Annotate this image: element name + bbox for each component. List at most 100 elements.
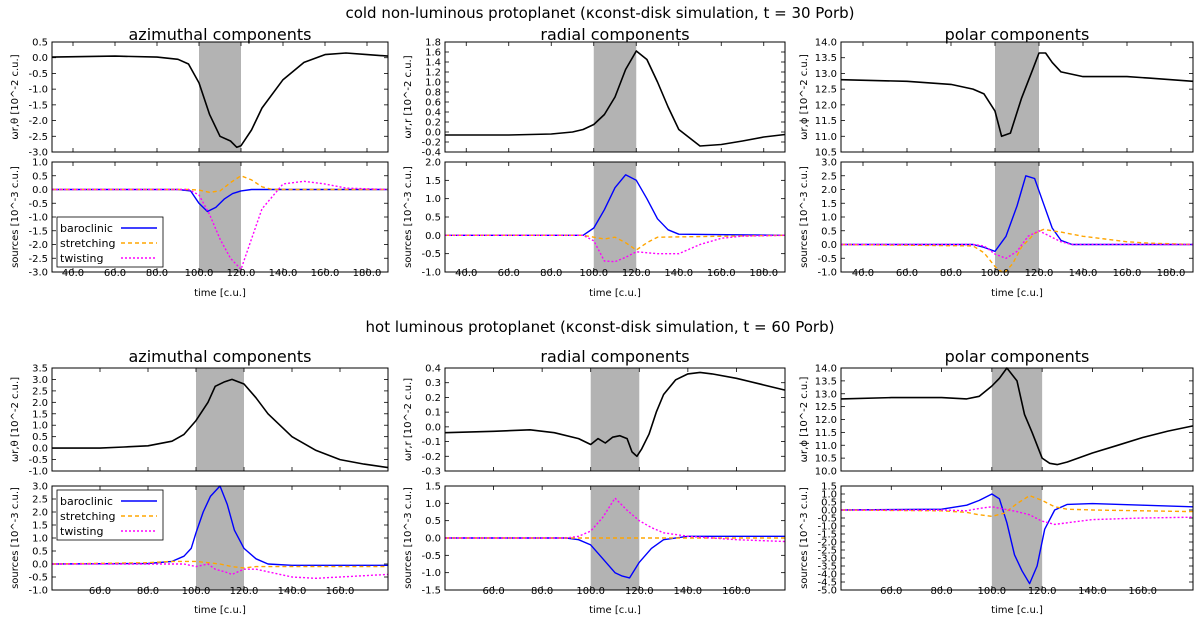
x-tick-label: 40.0 — [852, 268, 874, 279]
y-tick-label: -0.3 — [421, 467, 441, 478]
x-tick-label: 180.0 — [1157, 268, 1186, 279]
shaded-region — [995, 162, 1039, 272]
y-tick-label: -1.0 — [421, 268, 441, 279]
x-tick-label: 160.0 — [1113, 268, 1142, 279]
x-tick-label: 120.0 — [1025, 268, 1054, 279]
y-tick-label: 0.5 — [425, 516, 441, 527]
y-tick-label: 1.0 — [425, 78, 441, 89]
x-tick-label: 120.0 — [227, 268, 256, 279]
x-tick-label: 140.0 — [1078, 586, 1107, 597]
y-axis-label: ωr,ϕ [10^-2 c.u.] — [799, 54, 810, 140]
x-tick-label: 100.0 — [579, 268, 608, 279]
axes-frame — [840, 161, 1194, 273]
panel-title: azimuthal components — [129, 25, 312, 44]
x-tick-label: 120.0 — [625, 586, 654, 597]
x-tick-label: 60.0 — [482, 586, 504, 597]
x-tick-label: 80.0 — [540, 268, 562, 279]
y-tick-label: 1.0 — [821, 213, 837, 224]
y-tick-label: -2.0 — [28, 240, 48, 251]
x-tick-label: 100.0 — [981, 268, 1010, 279]
stretching-line — [840, 494, 1194, 518]
y-tick-label: 3.5 — [32, 364, 48, 375]
vorticity-line — [52, 378, 389, 469]
y-tick-label: -2.0 — [817, 538, 837, 549]
y-tick-label: 14.0 — [815, 38, 837, 49]
baroclinic-line — [445, 535, 785, 579]
y-tick-label: 2.0 — [821, 185, 837, 196]
x-tick-label: 160.0 — [722, 586, 751, 597]
axes-frame — [444, 161, 786, 273]
legend-label-baroclinic: baroclinic — [60, 495, 113, 508]
vorticity-line — [840, 367, 1194, 466]
y-tick-label: 12.5 — [815, 402, 837, 413]
y-tick-label: 11.0 — [815, 441, 837, 452]
x-tick-label: 80.0 — [531, 586, 553, 597]
axes-frame — [444, 367, 786, 472]
axes-frame — [840, 485, 1194, 591]
x-tick-label: 100.0 — [978, 586, 1007, 597]
twisting-line — [52, 563, 389, 579]
vorticity-line — [444, 371, 786, 458]
vorticity-line — [445, 50, 786, 147]
y-tick-label: 13.5 — [815, 376, 837, 387]
y-tick-label: -1.5 — [28, 226, 48, 237]
y-tick-label: 0.0 — [425, 231, 441, 242]
y-tick-label: -0.5 — [28, 455, 48, 466]
y-axis-label: ωr,θ [10^-2 c.u.] — [10, 377, 21, 462]
legend-label-twisting: twisting — [60, 252, 103, 265]
y-tick-label: 1.0 — [32, 534, 48, 545]
axes-frame — [444, 41, 786, 153]
panel-1-2: polar components 10.0 10.5 11.0 11.5 12.0 12.5… — [799, 347, 1194, 616]
axes-frame — [840, 41, 1194, 153]
y-tick-label: -3.0 — [28, 148, 48, 159]
y-tick-label: -1.0 — [817, 522, 837, 533]
legend-label-stretching: stretching — [60, 510, 115, 523]
x-tick-label: 60.0 — [880, 586, 902, 597]
y-tick-label: 0.2 — [425, 393, 441, 404]
y-tick-label: -0.5 — [421, 249, 441, 260]
y-tick-label: 0.4 — [425, 108, 441, 119]
y-tick-label: 0.5 — [32, 171, 48, 182]
y-tick-label: -1.0 — [421, 568, 441, 579]
y-tick-label: -2.5 — [817, 546, 837, 557]
y-tick-label: -0.1 — [421, 437, 441, 448]
axes-frame — [51, 161, 389, 273]
shaded-region — [995, 42, 1039, 152]
y-tick-label: 2.5 — [32, 495, 48, 506]
y-tick-label: -3.0 — [28, 268, 48, 279]
y-tick-label: 0.0 — [32, 444, 48, 455]
x-tick-label: 60.0 — [498, 268, 520, 279]
y-tick-label: 0.0 — [32, 185, 48, 196]
y-tick-label: 0.0 — [425, 534, 441, 545]
panel-title: polar components — [945, 25, 1090, 44]
x-tick-label: 160.0 — [326, 586, 355, 597]
y-tick-label: 1.0 — [32, 421, 48, 432]
y-tick-label: 10.5 — [815, 148, 837, 159]
y-axis-label: sources [10^-3 c.u.] — [403, 166, 414, 268]
y-tick-label: -1.5 — [421, 586, 441, 597]
y-tick-label: 1.5 — [32, 521, 48, 532]
x-tick-label: 80.0 — [940, 268, 962, 279]
y-tick-label: 13.0 — [815, 389, 837, 400]
y-tick-label: 1.6 — [425, 48, 441, 59]
y-tick-label: -0.2 — [421, 452, 441, 463]
y-tick-label: 1.5 — [821, 199, 837, 210]
shaded-region — [199, 162, 241, 272]
y-tick-label: 0.2 — [425, 118, 441, 129]
row-title-cold: cold non-luminous protoplanet (κconst-di… — [345, 4, 854, 22]
axes-frame — [444, 485, 786, 591]
stretching-line — [840, 228, 1194, 275]
y-tick-label: 10.0 — [815, 467, 837, 478]
y-tick-label: -1.5 — [28, 100, 48, 111]
row-title-hot: hot luminous protoplanet (κconst-disk si… — [366, 318, 835, 336]
panel-title: radial components — [540, 25, 689, 44]
y-tick-label: 1.5 — [32, 409, 48, 420]
baroclinic-line — [52, 188, 388, 213]
y-tick-label: -1.0 — [28, 467, 48, 478]
x-axis-label: time [c.u.] — [194, 605, 246, 616]
x-tick-label: 40.0 — [455, 268, 477, 279]
shaded-region — [991, 368, 1043, 471]
y-tick-label: -2.0 — [28, 116, 48, 127]
shaded-region — [196, 368, 244, 471]
